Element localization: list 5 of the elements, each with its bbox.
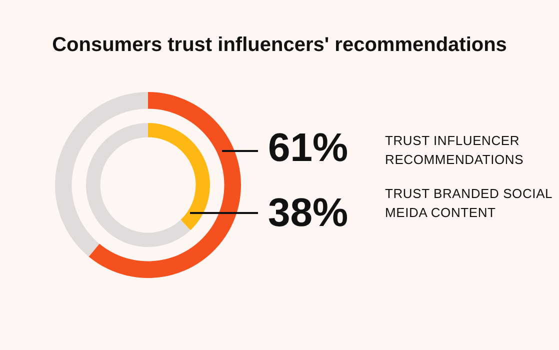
slice-label: TRUST INFLUENCER RECOMMENDATIONS — [385, 132, 525, 169]
data-label: 61% — [268, 126, 348, 170]
slice-label: TRUST BRANDED SOCIAL MEIDA CONTENT — [385, 185, 554, 222]
data-label: 38% — [268, 191, 348, 235]
chart-title: Consumers trust influencers' recommendations — [51, 34, 508, 57]
